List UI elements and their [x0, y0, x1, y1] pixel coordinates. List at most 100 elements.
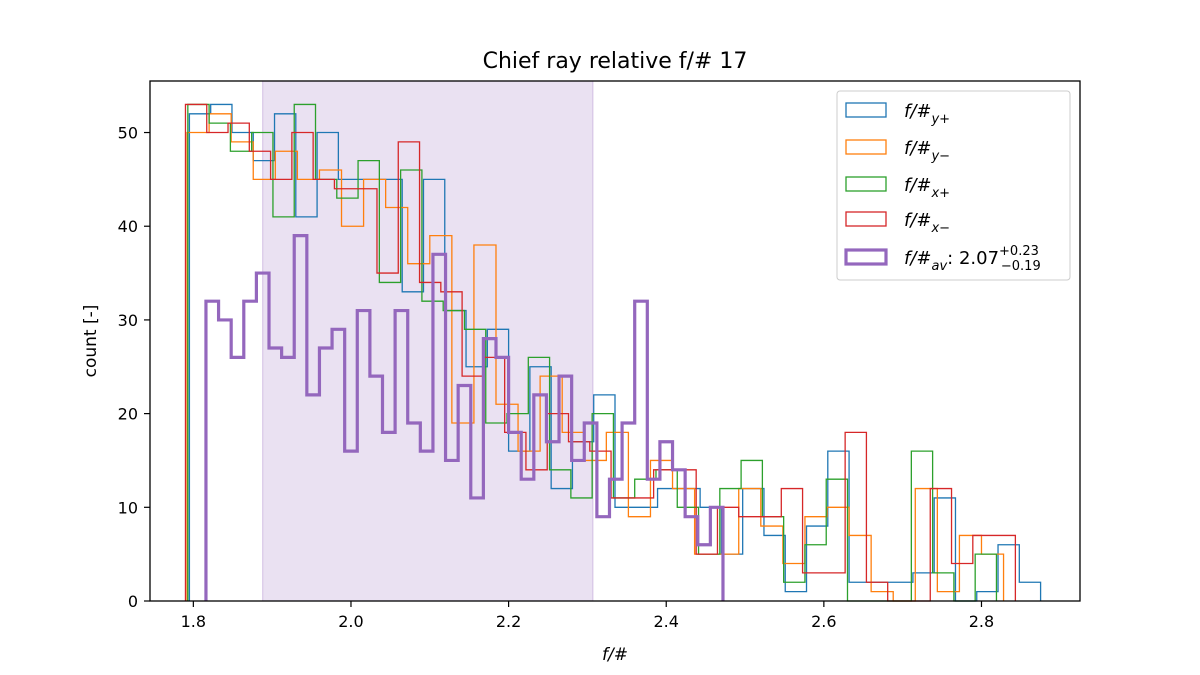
x-tick-label: 2.4	[654, 612, 679, 631]
series-0	[188, 103, 1042, 602]
histogram-bin	[658, 489, 679, 601]
y-tick-label: 20	[118, 405, 138, 424]
histogram-bin	[613, 498, 634, 601]
histogram-bin	[871, 592, 893, 601]
y-tick-label: 50	[118, 124, 138, 143]
histogram-bin	[892, 582, 913, 601]
histogram-bin	[952, 564, 973, 601]
legend-label: f/#y−	[904, 138, 950, 164]
plot-frame	[149, 80, 1081, 602]
legend-swatch	[845, 139, 887, 155]
histogram-bin	[933, 573, 954, 601]
y-tick-label: 0	[128, 592, 138, 611]
histogram-bin	[828, 451, 849, 601]
histogram-step-2	[187, 103, 998, 602]
histogram-bin	[231, 357, 244, 601]
histogram-bin	[845, 432, 866, 601]
histogram-bin	[611, 498, 632, 601]
histogram-bin	[211, 104, 232, 601]
histogram-bin	[739, 517, 760, 601]
histogram-bin	[805, 517, 827, 601]
histogram-bin	[913, 573, 934, 601]
histogram-bin	[849, 582, 870, 601]
y-axis: 0 10 20 30 40 50	[118, 124, 150, 611]
histogram-bin	[615, 507, 636, 601]
histogram-bin	[930, 489, 951, 601]
histogram-bin	[762, 517, 783, 601]
histogram-bin	[628, 517, 650, 601]
x-tick-label: 2.0	[338, 612, 363, 631]
histogram-bin	[803, 573, 824, 601]
histogram-bin	[998, 545, 1019, 601]
histogram-bin	[696, 554, 717, 601]
y-axis-label: count [-]	[81, 305, 101, 378]
histogram-bin	[695, 554, 717, 601]
highlight-span-layer	[262, 80, 594, 602]
histogram-bin	[244, 301, 257, 601]
histogram-bin	[206, 301, 219, 601]
histogram-bin	[761, 526, 783, 601]
legend-swatch	[845, 102, 887, 118]
histogram-bin	[785, 592, 806, 601]
histogram-bin	[635, 301, 648, 601]
histogram-bin	[207, 133, 228, 601]
histogram-bin	[975, 554, 996, 601]
histogram-bin	[209, 114, 231, 601]
histogram-step-0	[188, 103, 1042, 602]
histogram-bin	[219, 320, 232, 601]
y-tick-label: 10	[118, 498, 138, 517]
histogram-bin	[1019, 582, 1040, 601]
x-tick-label: 2.6	[811, 612, 836, 631]
legend-label: f/#av: 2.07+0.23 −0.19	[904, 244, 1041, 274]
legend-box	[836, 90, 1071, 281]
histogram-bin	[699, 554, 720, 601]
histogram-bin	[849, 535, 871, 601]
histogram-bin	[209, 123, 230, 601]
chart-title: Chief ray relative f/# 17	[483, 49, 748, 74]
histogram-step-3	[184, 103, 1017, 602]
series-layer	[184, 103, 1042, 602]
series-2	[187, 103, 998, 602]
histogram-bin	[824, 573, 845, 601]
legend-label: f/#x−	[904, 210, 950, 236]
histogram-bin	[231, 142, 253, 601]
histogram-bin	[981, 554, 1003, 601]
legend-label: f/#y+	[904, 101, 950, 127]
histogram-bin	[764, 535, 785, 601]
y-tick-label: 30	[118, 311, 138, 330]
x-tick-label: 2.2	[496, 612, 521, 631]
legend: f/#y+ f/#y− f/#x+ f/#x− f/#av: 2.07+0.23 −0.1…	[836, 90, 1071, 281]
histogram-bin	[654, 470, 675, 601]
histogram-bin	[721, 554, 742, 601]
histogram-bin	[698, 545, 711, 601]
y-tick-label: 40	[118, 217, 138, 236]
histogram-bin	[741, 460, 762, 601]
histogram-bin	[911, 451, 932, 601]
series-3	[184, 103, 1017, 602]
histogram-bin	[232, 133, 253, 601]
x-axis: 1.8 2.0 2.2 2.4 2.6 2.8	[181, 601, 994, 631]
histogram-bin	[781, 489, 802, 601]
series-4	[204, 233, 725, 601]
histogram-bin	[673, 470, 686, 601]
histogram-bin	[807, 526, 828, 601]
histogram-step-4	[204, 233, 725, 601]
x-axis-label: f/#	[602, 645, 628, 665]
histogram-bin	[228, 123, 249, 601]
legend-label: f/#x+	[904, 175, 950, 201]
histogram-bin	[826, 479, 847, 601]
highlight-span	[262, 80, 594, 602]
histogram-bin	[660, 442, 673, 601]
histogram-bin	[597, 517, 610, 601]
x-tick-label: 1.8	[181, 612, 206, 631]
histogram-bin	[185, 104, 206, 601]
histogram-bin	[230, 151, 251, 601]
histogram-bin	[977, 592, 998, 601]
histogram-bin	[656, 470, 677, 601]
legend-swatch	[844, 248, 888, 266]
legend-swatch	[845, 176, 887, 192]
histogram-bin	[760, 517, 781, 601]
x-tick-label: 2.8	[969, 612, 994, 631]
legend-swatch	[845, 211, 887, 227]
